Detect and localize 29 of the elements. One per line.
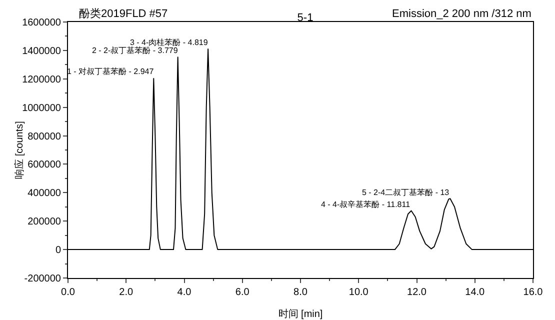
y-axis-title: 响应 [counts]	[14, 120, 26, 179]
y-tick-label: 1600000	[22, 18, 62, 28]
x-tick-label: 2.0	[119, 287, 134, 298]
annotation: 2 - 2-叔丁基苯酚 - 3.779	[92, 46, 178, 55]
annotation: 5 - 2-4二叔丁基苯酚 - 13	[362, 188, 450, 197]
y-tick-label: 400000	[28, 188, 62, 200]
y-tick-label: 0	[55, 245, 62, 256]
text: 酚类2019FLD #57	[79, 7, 168, 20]
text: Emission_2 200 nm /312 nm	[392, 8, 532, 20]
y-tick-label: 600000	[28, 160, 62, 171]
x-tick-label: 12.0	[407, 287, 427, 298]
x-tick-label: 10.0	[348, 287, 369, 298]
x-tick-label: 4.0	[177, 287, 192, 298]
x-tick-label: 14.0	[465, 287, 486, 298]
x-axis-title: 时间 [min]	[278, 308, 323, 320]
y-tick-label: 800000	[28, 131, 62, 142]
annotation: 1 - 对叔丁基苯酚 - 2.947	[67, 67, 154, 76]
chart-title: 5-1	[297, 12, 314, 24]
annotation: 4 - 4-叔辛基苯酚 - 11.811	[321, 200, 411, 209]
x-tick-label: 16.0	[523, 287, 544, 298]
y-tick-label: 1000000	[22, 102, 62, 114]
annotation: 3 - 4-肉桂苯酚 - 4.819	[130, 38, 208, 47]
y-tick-label: 1200000	[22, 74, 62, 86]
y-tick-label: -200000	[24, 274, 62, 284]
y-tick-label: 200000	[28, 216, 62, 228]
x-tick-label: 0.0	[61, 287, 76, 298]
x-tick-label: 6.0	[235, 287, 250, 298]
y-tick-label: 1400000	[22, 46, 62, 57]
x-tick-label: 8.0	[294, 287, 308, 298]
